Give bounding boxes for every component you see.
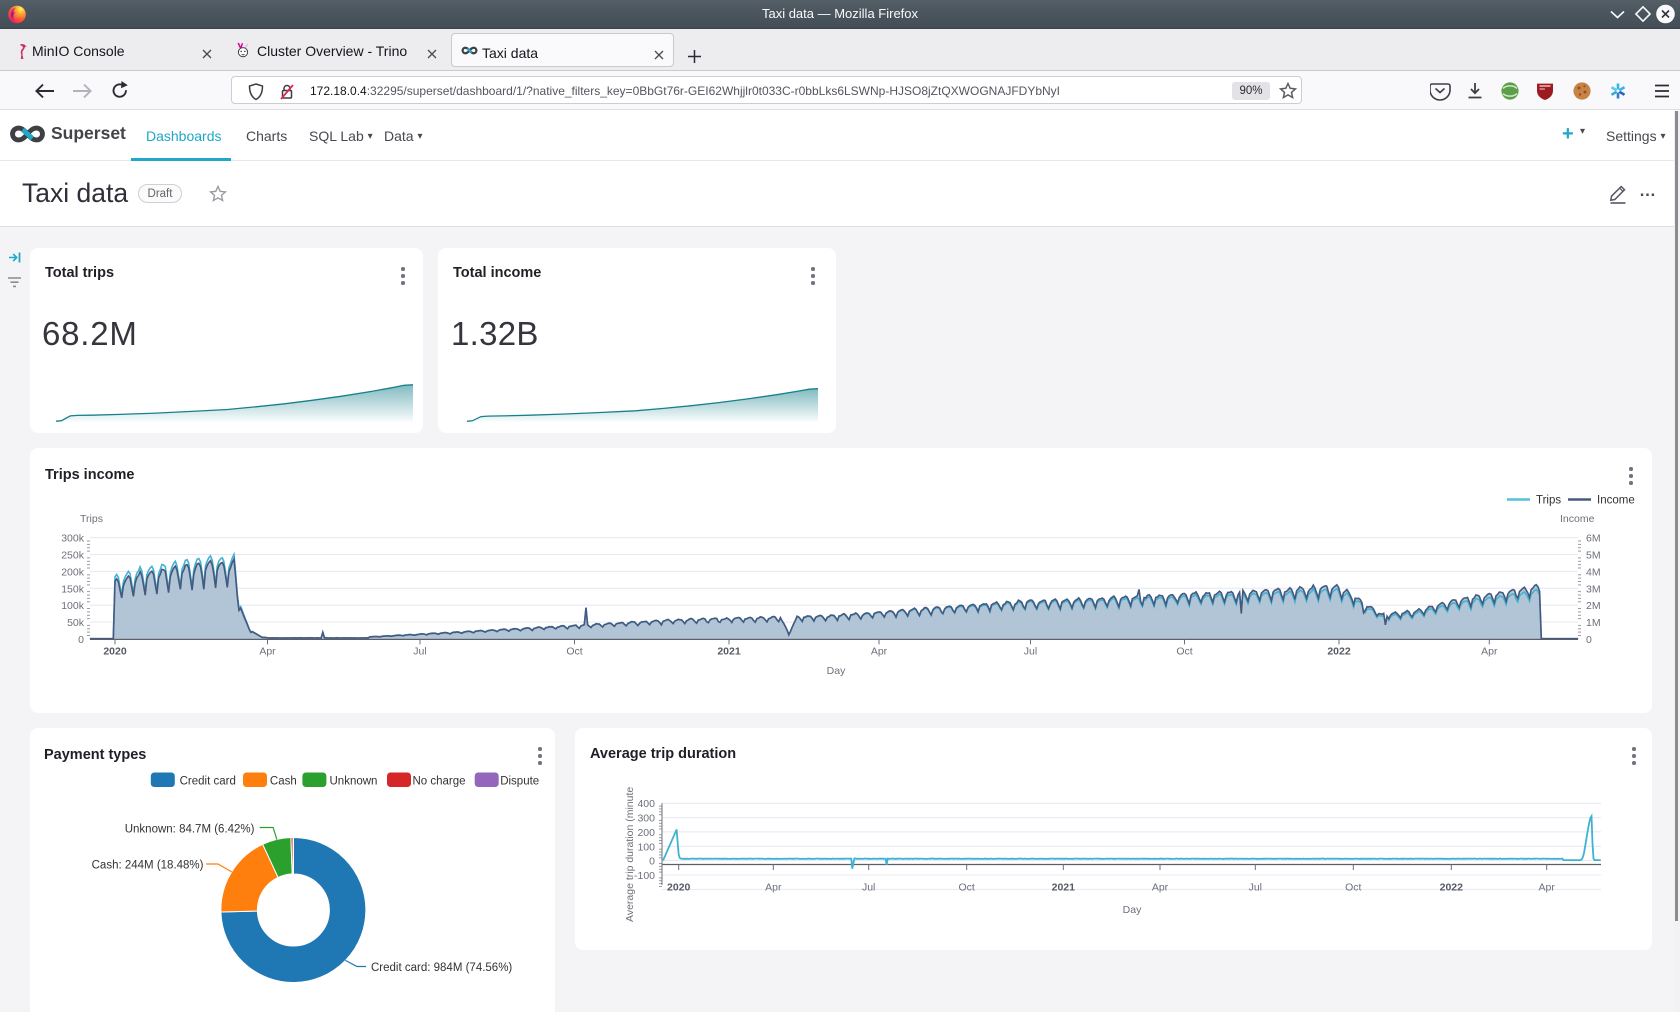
svg-text:Jul: Jul — [413, 646, 426, 658]
svg-text:Apr: Apr — [1152, 882, 1169, 894]
svg-text:Oct: Oct — [566, 646, 582, 658]
svg-text:0: 0 — [78, 634, 84, 646]
svg-text:-100: -100 — [634, 870, 655, 882]
svg-text:Average trip duration (minute: Average trip duration (minute — [624, 787, 636, 922]
svg-text:Credit card: 984M (74.56%): Credit card: 984M (74.56%) — [371, 962, 512, 974]
svg-text:Apr: Apr — [871, 646, 888, 658]
svg-text:1M: 1M — [1586, 617, 1601, 629]
svg-text:Income: Income — [1560, 513, 1595, 525]
svg-text:2021: 2021 — [717, 646, 741, 658]
svg-text:2021: 2021 — [1052, 882, 1076, 894]
svg-text:200: 200 — [637, 827, 655, 839]
svg-text:6M: 6M — [1586, 533, 1601, 545]
svg-text:Dispute: Dispute — [500, 776, 539, 788]
svg-text:300: 300 — [637, 813, 655, 825]
svg-text:Credit card: Credit card — [180, 776, 236, 788]
svg-text:Oct: Oct — [1345, 882, 1361, 894]
svg-text:100: 100 — [637, 841, 655, 853]
svg-text:2M: 2M — [1586, 600, 1601, 612]
svg-text:Cash: Cash — [270, 776, 297, 788]
svg-text:Apr: Apr — [1539, 882, 1556, 894]
svg-text:Unknown: 84.7M (6.42%): Unknown: 84.7M (6.42%) — [125, 824, 255, 836]
svg-text:200k: 200k — [61, 566, 85, 578]
svg-text:0: 0 — [1586, 634, 1592, 646]
svg-text:0: 0 — [649, 856, 655, 868]
svg-text:4M: 4M — [1586, 566, 1601, 578]
svg-text:Unknown: Unknown — [330, 776, 378, 788]
svg-text:100k: 100k — [61, 600, 85, 612]
svg-text:2020: 2020 — [667, 882, 691, 894]
svg-text:Jul: Jul — [1024, 646, 1037, 658]
svg-text:150k: 150k — [61, 583, 85, 595]
svg-text:Apr: Apr — [1481, 646, 1498, 658]
svg-text:Trips: Trips — [1536, 495, 1561, 507]
svg-text:400: 400 — [637, 798, 655, 810]
svg-text:Jul: Jul — [862, 882, 875, 894]
svg-text:300k: 300k — [61, 533, 85, 545]
svg-text:50k: 50k — [67, 617, 85, 629]
svg-text:2022: 2022 — [1327, 646, 1351, 658]
svg-text:5M: 5M — [1586, 550, 1601, 562]
svg-text:Income: Income — [1597, 495, 1635, 507]
svg-text:Oct: Oct — [1176, 646, 1192, 658]
svg-text:2020: 2020 — [103, 646, 127, 658]
svg-text:Trips: Trips — [80, 513, 103, 525]
svg-text:3M: 3M — [1586, 583, 1601, 595]
svg-text:Apr: Apr — [765, 882, 782, 894]
svg-text:2022: 2022 — [1440, 882, 1464, 894]
svg-text:Oct: Oct — [959, 882, 975, 894]
svg-text:Day: Day — [827, 665, 846, 677]
svg-text:250k: 250k — [61, 550, 85, 562]
svg-text:Jul: Jul — [1249, 882, 1262, 894]
svg-text:Cash: 244M (18.48%): Cash: 244M (18.48%) — [92, 860, 204, 872]
svg-text:Apr: Apr — [259, 646, 276, 658]
svg-text:Day: Day — [1123, 904, 1142, 916]
svg-text:No charge: No charge — [413, 776, 466, 788]
